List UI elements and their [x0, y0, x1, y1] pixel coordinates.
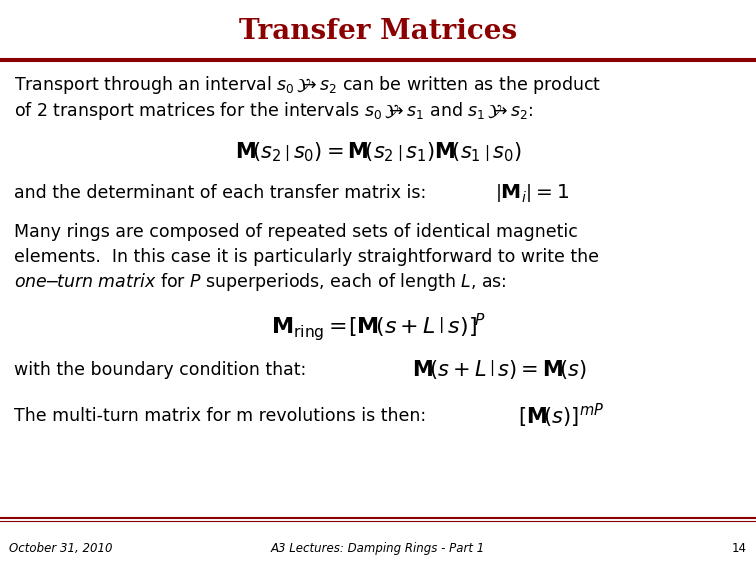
Text: $\mathit{one\!\!-\!\!turn\ matrix}$ for $P$ superperiods, each of length $L$, as: $\mathit{one\!\!-\!\!turn\ matrix}$ for … — [14, 271, 507, 293]
Text: $\mathbf{M}\!\left(s_2\,\middle|\,s_0\right)=\mathbf{M}\!\left(s_2\,\middle|\,s_: $\mathbf{M}\!\left(s_2\,\middle|\,s_0\ri… — [234, 141, 522, 164]
Text: $\left|\mathbf{M}_i\right|=1$: $\left|\mathbf{M}_i\right|=1$ — [495, 182, 569, 204]
Text: of 2 transport matrices for the intervals $s_0\,\mathcal{Y}\!\!\!\!\to s_1$ and : of 2 transport matrices for the interval… — [14, 100, 533, 122]
Text: Transport through an interval $s_0\,\mathcal{Y}\!\!\!\!\to s_2$ can be written a: Transport through an interval $s_0\,\mat… — [14, 74, 601, 96]
Text: elements.  In this case it is particularly straightforward to write the: elements. In this case it is particularl… — [14, 248, 599, 266]
Text: $\mathbf{M}_{\mathrm{ring}}=\!\left[\mathbf{M}\!\left(s+L\,\middle|\,s\right)\ri: $\mathbf{M}_{\mathrm{ring}}=\!\left[\mat… — [271, 311, 485, 343]
Text: 14: 14 — [732, 542, 747, 555]
Text: A3 Lectures: Damping Rings - Part 1: A3 Lectures: Damping Rings - Part 1 — [271, 542, 485, 555]
Text: The multi-turn matrix for m revolutions is then:: The multi-turn matrix for m revolutions … — [14, 407, 426, 425]
Text: Many rings are composed of repeated sets of identical magnetic: Many rings are composed of repeated sets… — [14, 222, 578, 241]
Text: and the determinant of each transfer matrix is:: and the determinant of each transfer mat… — [14, 184, 426, 202]
Text: Transfer Matrices: Transfer Matrices — [239, 18, 517, 44]
Text: with the boundary condition that:: with the boundary condition that: — [14, 361, 306, 379]
Text: $\left[\mathbf{M}\!\left(s\right)\right]^{mP}$: $\left[\mathbf{M}\!\left(s\right)\right]… — [518, 402, 604, 430]
Text: October 31, 2010: October 31, 2010 — [9, 542, 113, 555]
Text: $\mathbf{M}\!\left(s+L\,\middle|\,s\right)=\mathbf{M}\!\left(s\right)$: $\mathbf{M}\!\left(s+L\,\middle|\,s\righ… — [412, 358, 587, 381]
